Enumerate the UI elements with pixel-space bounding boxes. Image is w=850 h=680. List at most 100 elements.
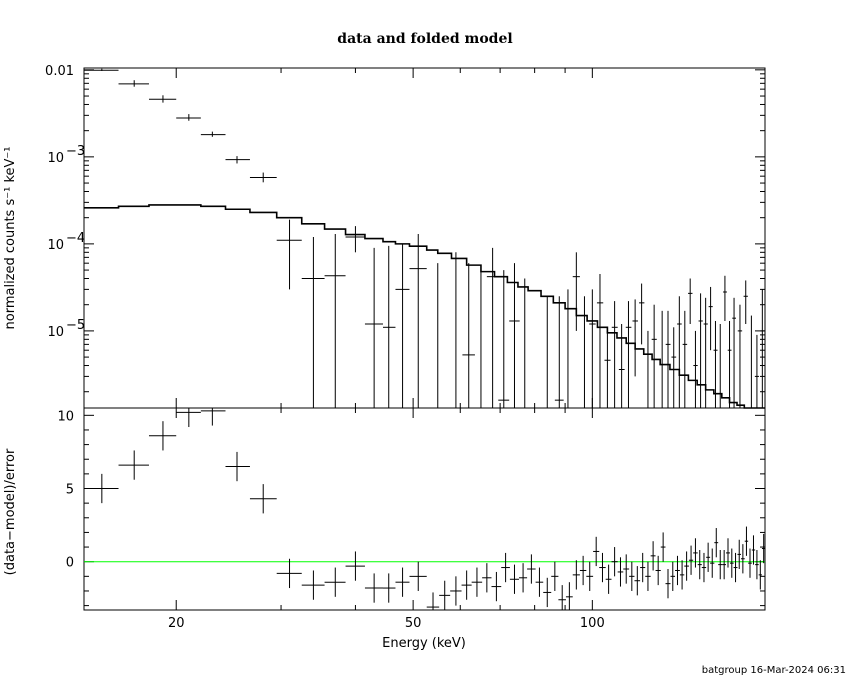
data-point — [698, 293, 703, 408]
x-tick-label: 50 — [405, 616, 422, 631]
residual-point — [737, 539, 741, 570]
residual-point — [501, 552, 510, 583]
residual-point — [660, 532, 666, 562]
data-point — [639, 283, 645, 345]
residual-point — [551, 561, 559, 591]
residual-point — [148, 421, 177, 451]
residual-point — [535, 567, 544, 597]
residuals-frame — [83, 407, 766, 611]
data-point — [723, 275, 727, 321]
residual-point — [579, 555, 587, 586]
residual-point — [670, 561, 676, 591]
data-point — [409, 233, 427, 408]
residual-point — [740, 544, 745, 574]
residual-point — [701, 552, 707, 583]
data-point — [509, 263, 520, 408]
footer-stamp: batgroup 16-Mar-2024 06:31 — [702, 665, 846, 676]
residual-point — [688, 545, 694, 575]
residual-point — [324, 567, 346, 597]
residual-point — [634, 566, 641, 596]
data-point — [732, 297, 736, 408]
residual-point — [629, 561, 635, 591]
data-point — [474, 270, 487, 409]
data-point — [148, 95, 177, 103]
data-point — [596, 274, 604, 408]
data-point — [760, 289, 765, 408]
data-point — [498, 270, 510, 408]
residual-point — [276, 558, 302, 589]
y-tick-exponent: −4 — [66, 231, 85, 246]
data-point — [382, 245, 396, 408]
data-point — [249, 172, 277, 183]
x-tick-label: 20 — [168, 616, 185, 631]
x-axis-label: Energy (keV) — [382, 636, 466, 651]
residual-point — [461, 570, 472, 600]
data-point — [542, 296, 552, 409]
residual-point — [706, 542, 711, 572]
data-point — [708, 286, 713, 351]
residual-point — [382, 573, 396, 603]
residual-point — [645, 561, 651, 591]
data-point — [84, 68, 119, 71]
residual-point — [623, 554, 630, 584]
residual-point — [758, 560, 762, 590]
residual-point — [395, 567, 410, 597]
data-point — [176, 114, 201, 121]
bottom-y-axis-label: (data−model)/error — [3, 448, 18, 575]
residual-point — [527, 554, 536, 584]
residual-point — [225, 451, 250, 482]
data-point — [430, 263, 445, 409]
data-point — [118, 80, 149, 87]
residual-point — [543, 577, 552, 608]
residual-point — [726, 538, 730, 568]
y-tick-label: 10 — [47, 238, 64, 253]
data-point — [589, 289, 596, 408]
residual-point — [586, 561, 594, 591]
residual-point — [761, 533, 765, 564]
residual-point — [714, 528, 719, 558]
data-point — [519, 278, 530, 409]
data-point — [200, 131, 226, 137]
data-point — [604, 330, 611, 408]
residual-point — [84, 473, 119, 504]
residual-point — [345, 551, 365, 581]
residual-point — [697, 549, 702, 580]
residual-point — [176, 408, 201, 428]
data-point — [749, 315, 754, 409]
residual-point — [733, 552, 738, 583]
data-point — [618, 324, 625, 408]
data-point — [713, 320, 718, 408]
data-point — [703, 297, 708, 408]
x-tick-label: 100 — [580, 616, 605, 631]
data-point — [677, 296, 682, 408]
residual-point — [755, 549, 759, 580]
data-point — [727, 320, 732, 408]
data-point — [486, 247, 499, 408]
y-tick-label: 10 — [47, 151, 64, 166]
y-tick-exponent: −3 — [66, 144, 85, 159]
y-tick-label: 0 — [66, 556, 74, 571]
data-point — [645, 330, 651, 409]
residual-point — [491, 571, 502, 602]
data-point — [395, 243, 410, 408]
residual-point — [599, 552, 606, 583]
residual-point — [665, 569, 671, 599]
residual-point — [249, 484, 277, 514]
residual-point — [693, 538, 698, 568]
residual-point — [722, 549, 727, 580]
residual-point — [748, 548, 752, 578]
data-point — [462, 263, 475, 408]
data-point — [364, 247, 383, 408]
residual-point — [655, 555, 661, 586]
residual-point — [605, 564, 612, 594]
data-point — [651, 304, 657, 408]
data-point — [225, 156, 250, 164]
data-point — [611, 301, 618, 408]
data-point — [737, 304, 743, 408]
data-point — [665, 310, 671, 408]
residual-point — [729, 548, 734, 578]
residual-point — [426, 592, 440, 610]
